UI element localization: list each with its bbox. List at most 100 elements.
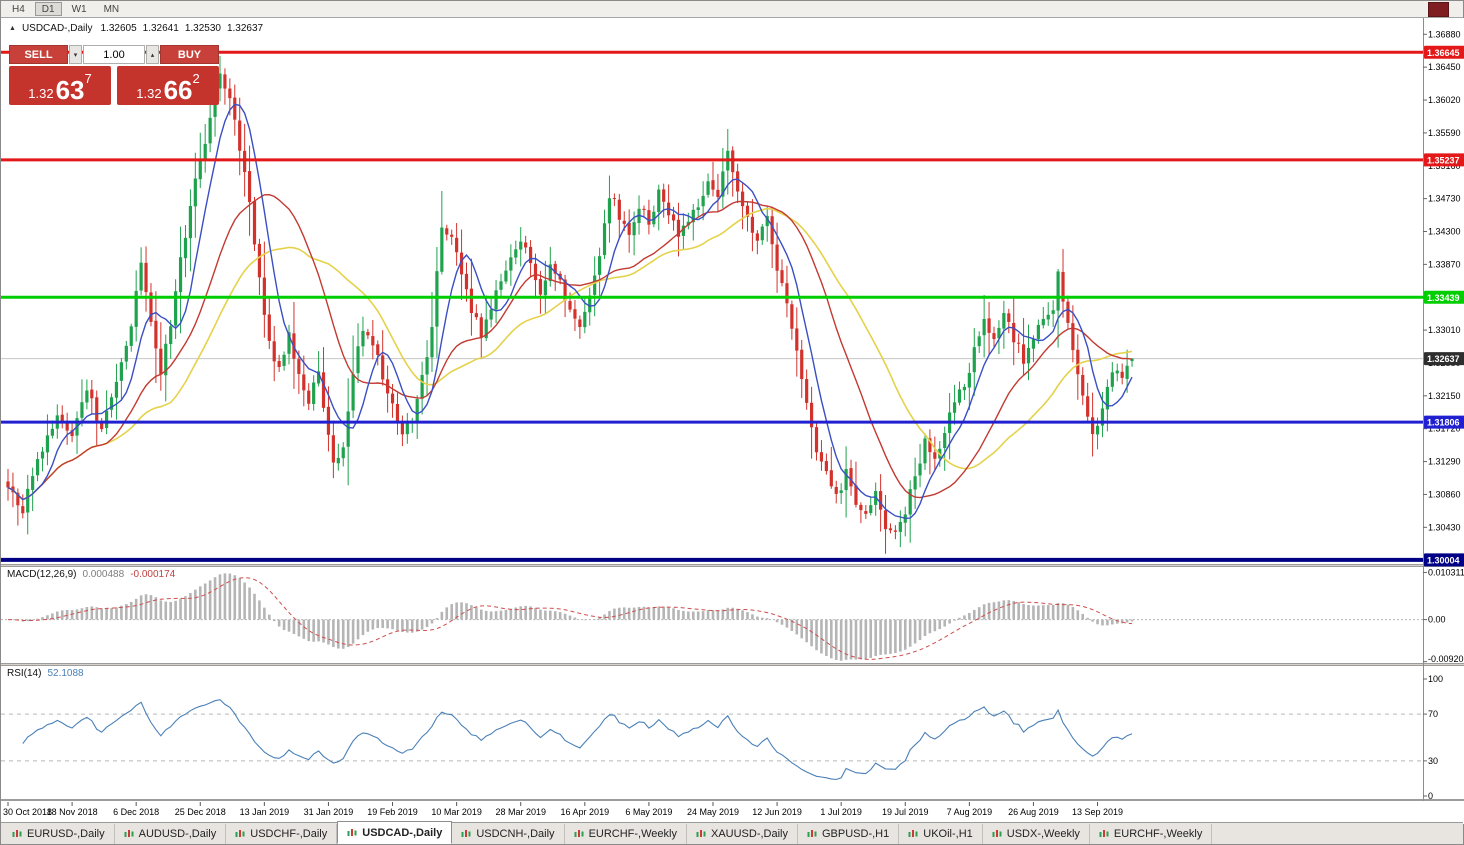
svg-text:0: 0 [1428, 791, 1433, 801]
macd-name: MACD(12,26,9) [7, 569, 77, 580]
oneclick-collapse-arrow-icon[interactable]: ▲ [9, 25, 16, 32]
chart-region: 1.368801.364501.360201.355901.351601.347… [1, 18, 1464, 824]
tab-usdx-weekly[interactable]: USDX-,Weekly [983, 824, 1090, 844]
sell-price-prefix: 1.32 [28, 86, 54, 101]
price-axis[interactable]: 1.368801.364501.360201.355901.351601.347… [1423, 29, 1464, 801]
svg-text:1.32637: 1.32637 [1427, 354, 1460, 364]
macd-indicator-label: MACD(12,26,9) 0.000488 -0.000174 [7, 569, 175, 580]
tab-label: EURCHF-,Weekly [1113, 828, 1203, 840]
svg-text:1.36645: 1.36645 [1427, 48, 1460, 58]
chart-tab-icon [124, 829, 135, 839]
svg-text:1.31720: 1.31720 [1428, 424, 1461, 434]
reference-lines-layer [1, 358, 1423, 762]
svg-text:1.36880: 1.36880 [1428, 29, 1461, 39]
svg-text:1.31806: 1.31806 [1427, 418, 1460, 428]
buy-price-button[interactable]: 1.32 66 2 [117, 66, 219, 105]
svg-text:1.33870: 1.33870 [1428, 259, 1461, 269]
svg-text:6 May 2019: 6 May 2019 [625, 807, 672, 817]
svg-text:25 Dec 2018: 25 Dec 2018 [175, 807, 226, 817]
svg-text:1.33439: 1.33439 [1427, 293, 1460, 303]
timeframe-toolbar: H4 D1 W1 MN [1, 1, 1463, 18]
window-accent-box [1428, 2, 1449, 17]
tab-eurchf-weekly[interactable]: EURCHF-,Weekly [1090, 824, 1213, 844]
chart-tab-icon [1099, 829, 1110, 839]
tab-ukoil-h1[interactable]: UKOil-,H1 [899, 824, 983, 844]
svg-text:1.34730: 1.34730 [1428, 194, 1461, 204]
volume-up-button[interactable]: ▴ [146, 45, 159, 64]
svg-text:7 Aug 2019: 7 Aug 2019 [947, 807, 993, 817]
tab-label: XAUUSD-,Daily [710, 828, 788, 840]
chart-tab-icon [696, 829, 707, 839]
timeframe-button-w1[interactable]: W1 [65, 2, 94, 16]
tab-label: USDCHF-,Daily [250, 828, 328, 840]
tab-label: EURUSD-,Daily [27, 828, 105, 840]
timeframe-button-d1[interactable]: D1 [34, 2, 62, 16]
tab-label: USDCAD-,Daily [362, 826, 443, 839]
tab-usdcad-daily[interactable]: USDCAD-,Daily [337, 821, 453, 844]
chart-tab-icon [235, 829, 246, 839]
tab-label: AUDUSD-,Daily [138, 828, 217, 840]
tab-label: UKOil-,H1 [923, 828, 973, 840]
svg-text:13 Sep 2019: 13 Sep 2019 [1072, 807, 1123, 817]
price-badges-layer: 1.36645 1.35237 1.33439 1.31806 1.30004 1.326… [1424, 45, 1464, 567]
ohlc-high: 1.32641 [142, 23, 179, 34]
panel-separators [1, 18, 1464, 801]
svg-text:0.00: 0.00 [1428, 615, 1446, 625]
volume-input[interactable] [83, 45, 145, 64]
sell-price-sup: 7 [84, 71, 92, 86]
sell-button[interactable]: SELL [9, 45, 68, 64]
svg-text:1 Jul 2019: 1 Jul 2019 [820, 807, 862, 817]
chart-tabbar: EURUSD-,Daily AUDUSD-,Daily USDCHF-,Daily U… [1, 821, 1463, 844]
horizontal-levels-layer [1, 50, 1423, 562]
tab-usdcnh-daily[interactable]: USDCNH-,Daily [452, 824, 565, 844]
tab-label: EURCHF-,Weekly [588, 828, 677, 840]
svg-text:30 Oct 2018: 30 Oct 2018 [3, 807, 52, 817]
tab-label: USDX-,Weekly [1006, 828, 1080, 840]
svg-text:1.36020: 1.36020 [1428, 95, 1461, 105]
svg-text:12 Jun 2019: 12 Jun 2019 [752, 807, 802, 817]
sell-price-button[interactable]: 1.32 63 7 [9, 66, 111, 105]
tab-label: USDCNH-,Daily [476, 828, 555, 840]
buy-price-big: 66 [163, 75, 193, 105]
chart-tab-icon [908, 829, 919, 839]
tab-eurchf-weekly[interactable]: EURCHF-,Weekly [565, 824, 687, 844]
svg-text:0.010311: 0.010311 [1428, 567, 1464, 577]
tab-label: GBPUSD-,H1 [822, 828, 890, 840]
chart-tab-icon [574, 829, 585, 839]
candles-layer [6, 55, 1134, 554]
svg-text:1.32150: 1.32150 [1428, 391, 1461, 401]
tab-xauusd-daily[interactable]: XAUUSD-,Daily [687, 824, 798, 844]
svg-text:31 Jan 2019: 31 Jan 2019 [304, 807, 354, 817]
svg-text:1.31290: 1.31290 [1428, 457, 1461, 467]
timeframe-button-h4[interactable]: H4 [5, 2, 32, 16]
svg-text:19 Jul 2019: 19 Jul 2019 [882, 807, 929, 817]
svg-text:28 Mar 2019: 28 Mar 2019 [495, 807, 546, 817]
chart-tab-icon [807, 829, 818, 839]
svg-text:1.35590: 1.35590 [1428, 128, 1461, 138]
macd-main-value: 0.000488 [82, 569, 125, 580]
svg-text:1.34300: 1.34300 [1428, 226, 1461, 236]
chart-canvas[interactable]: 1.368801.364501.360201.355901.351601.347… [1, 18, 1464, 824]
buy-button[interactable]: BUY [160, 45, 219, 64]
tab-eurusd-daily[interactable]: EURUSD-,Daily [3, 824, 115, 844]
rsi-value: 52.1088 [47, 668, 84, 679]
svg-text:13 Jan 2019: 13 Jan 2019 [240, 807, 290, 817]
svg-text:24 May 2019: 24 May 2019 [687, 807, 739, 817]
tab-audusd-daily[interactable]: AUDUSD-,Daily [115, 824, 227, 844]
svg-text:1.30004: 1.30004 [1427, 555, 1460, 565]
svg-text:1.35237: 1.35237 [1427, 155, 1460, 165]
chart-symbol-title: USDCAD-,Daily [21, 23, 93, 34]
svg-text:-0.009203: -0.009203 [1428, 654, 1464, 664]
chart-header: ▲ USDCAD-,Daily 1.32605 1.32641 1.32530 … [9, 23, 263, 34]
tab-usdchf-daily[interactable]: USDCHF-,Daily [226, 824, 338, 844]
svg-text:1.33010: 1.33010 [1428, 325, 1461, 335]
svg-text:1.36450: 1.36450 [1428, 62, 1461, 72]
buy-price-sup: 2 [192, 71, 200, 86]
volume-control: ▾ ▴ [69, 45, 159, 64]
svg-text:1.30860: 1.30860 [1428, 489, 1461, 499]
buy-price-prefix: 1.32 [136, 86, 162, 101]
timeframe-button-mn[interactable]: MN [97, 2, 127, 16]
volume-down-button[interactable]: ▾ [69, 45, 82, 64]
tab-gbpusd-h1[interactable]: GBPUSD-,H1 [798, 824, 900, 844]
